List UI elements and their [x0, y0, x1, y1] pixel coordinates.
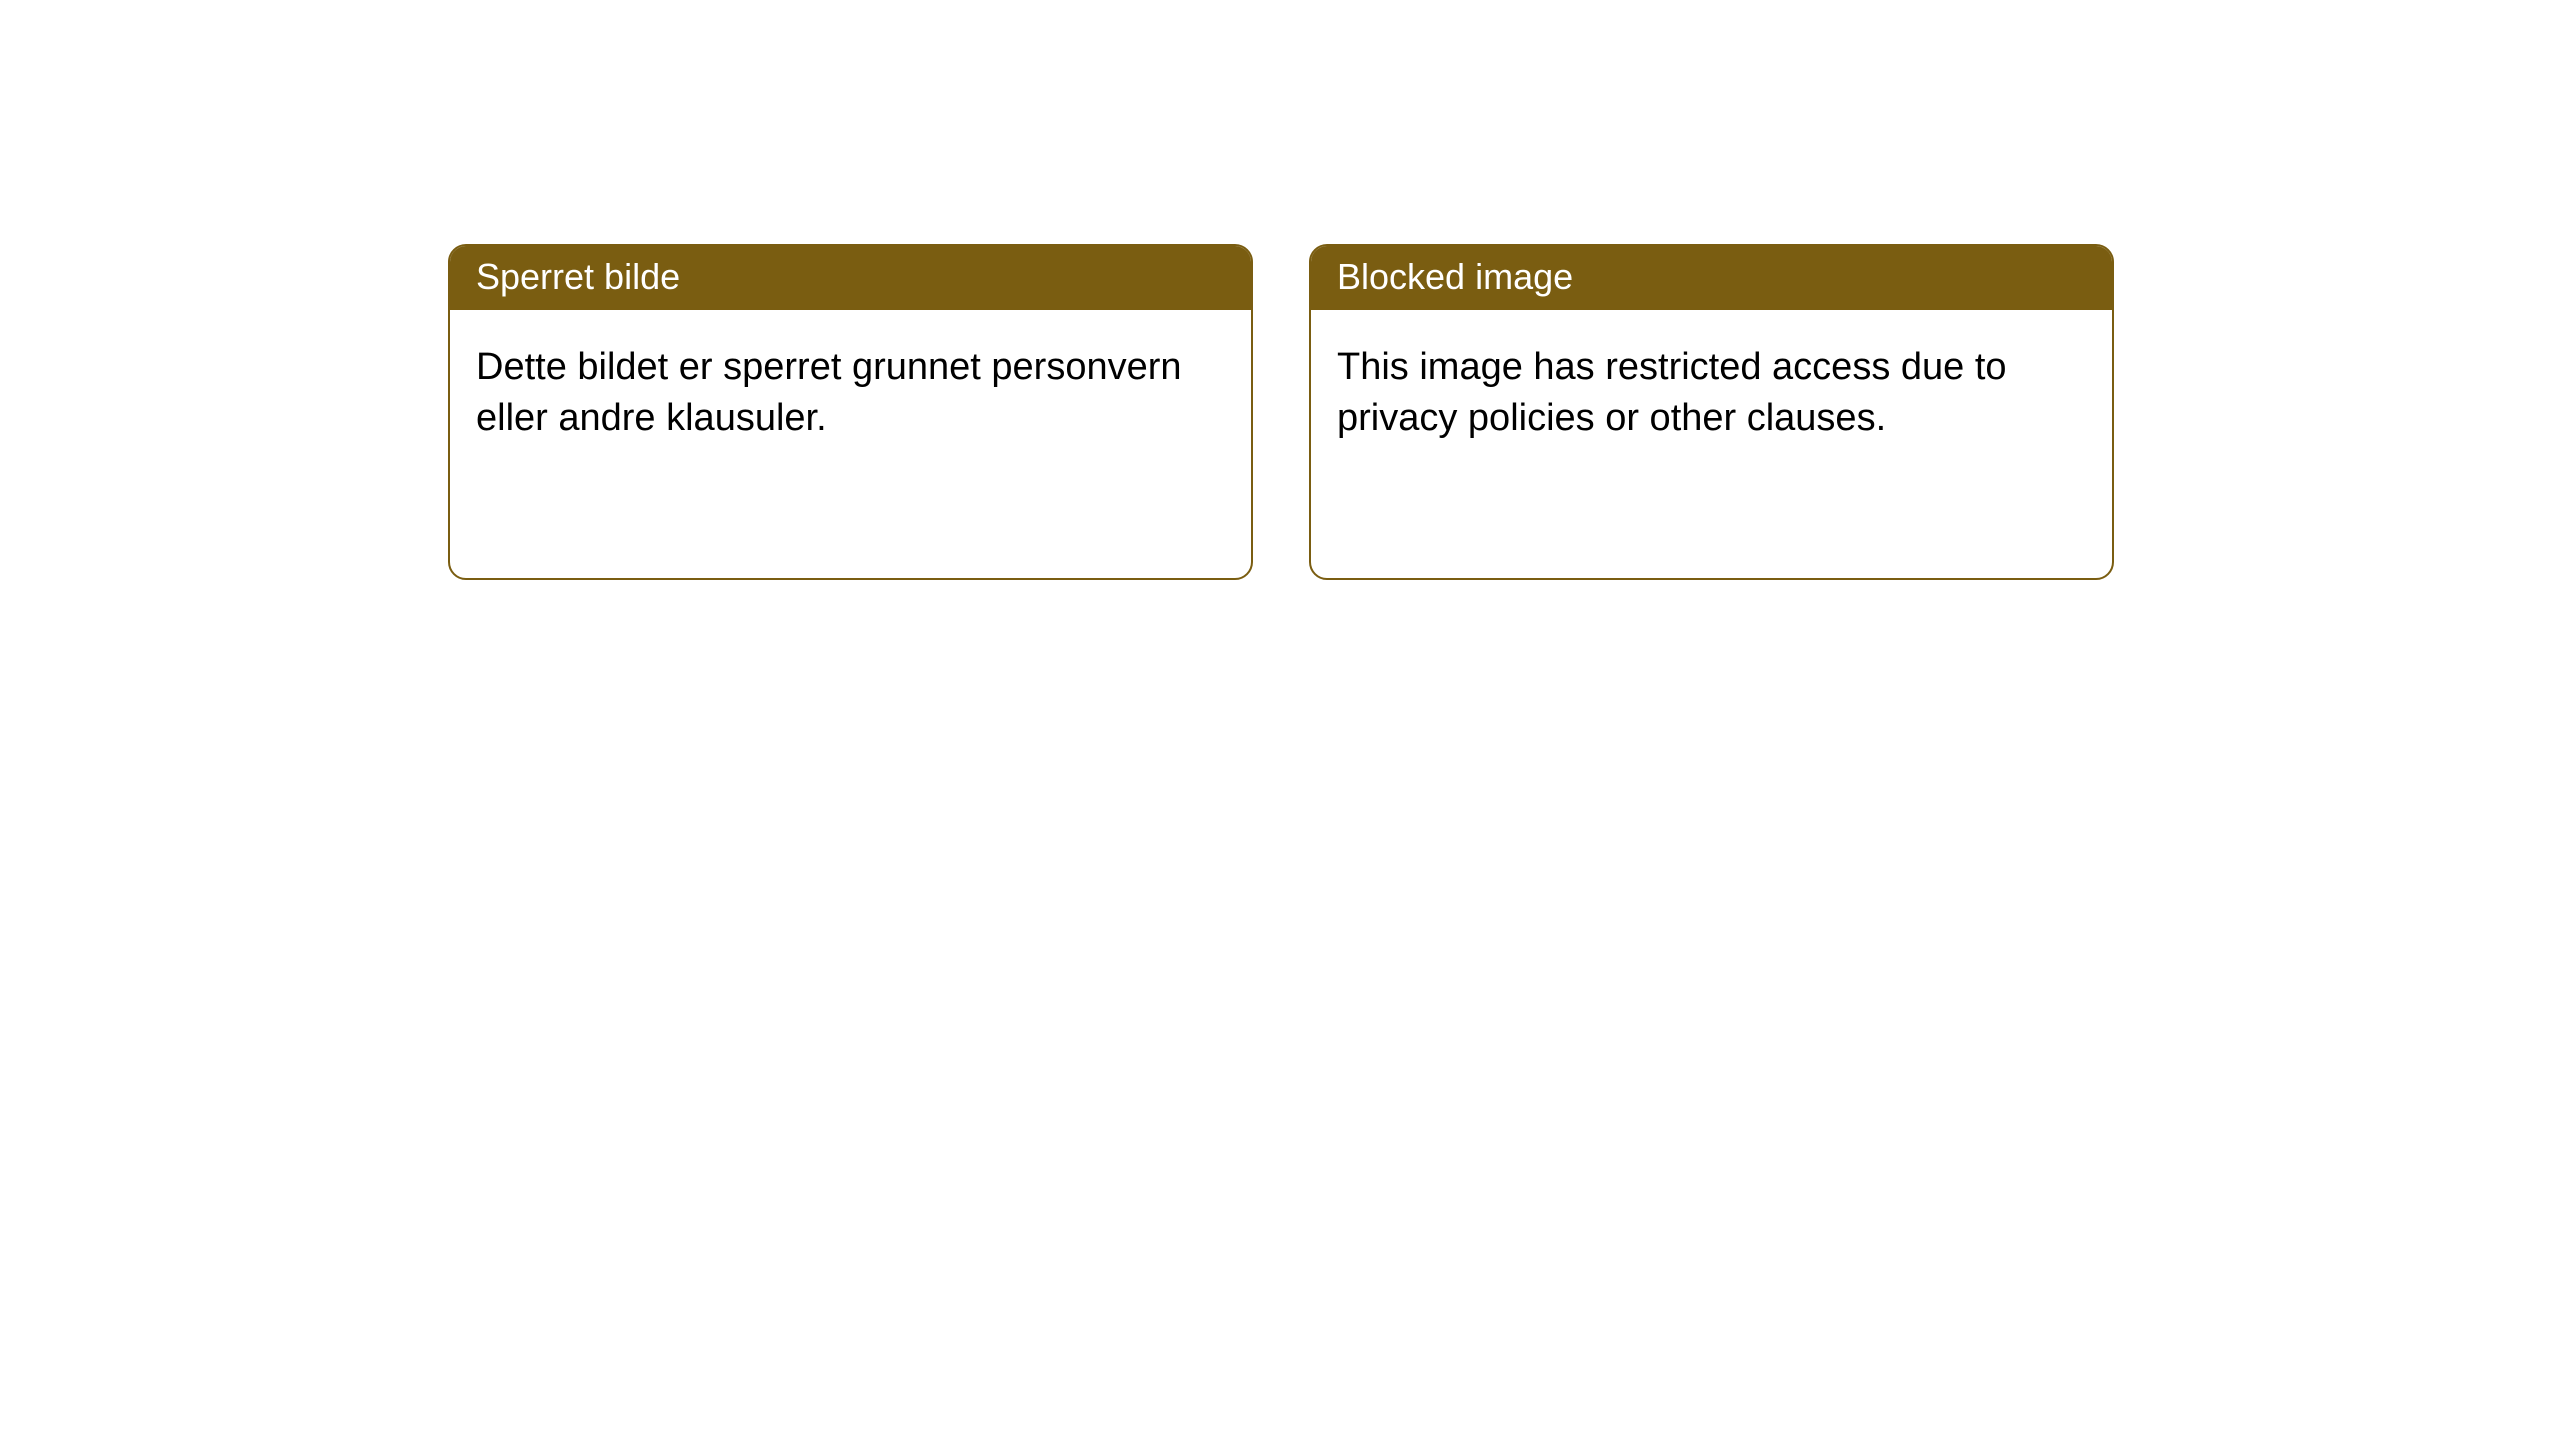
blocked-image-card-en: Blocked image This image has restricted …: [1309, 244, 2114, 580]
blocked-image-card-no: Sperret bilde Dette bildet er sperret gr…: [448, 244, 1253, 580]
card-body-text-en: This image has restricted access due to …: [1337, 346, 2007, 439]
card-body-no: Dette bildet er sperret grunnet personve…: [450, 310, 1251, 477]
card-body-en: This image has restricted access due to …: [1311, 310, 2112, 477]
card-body-text-no: Dette bildet er sperret grunnet personve…: [476, 346, 1182, 439]
blocked-image-cards: Sperret bilde Dette bildet er sperret gr…: [448, 244, 2114, 580]
card-title-no: Sperret bilde: [476, 256, 680, 297]
card-header-no: Sperret bilde: [450, 246, 1251, 310]
card-header-en: Blocked image: [1311, 246, 2112, 310]
card-title-en: Blocked image: [1337, 256, 1573, 297]
